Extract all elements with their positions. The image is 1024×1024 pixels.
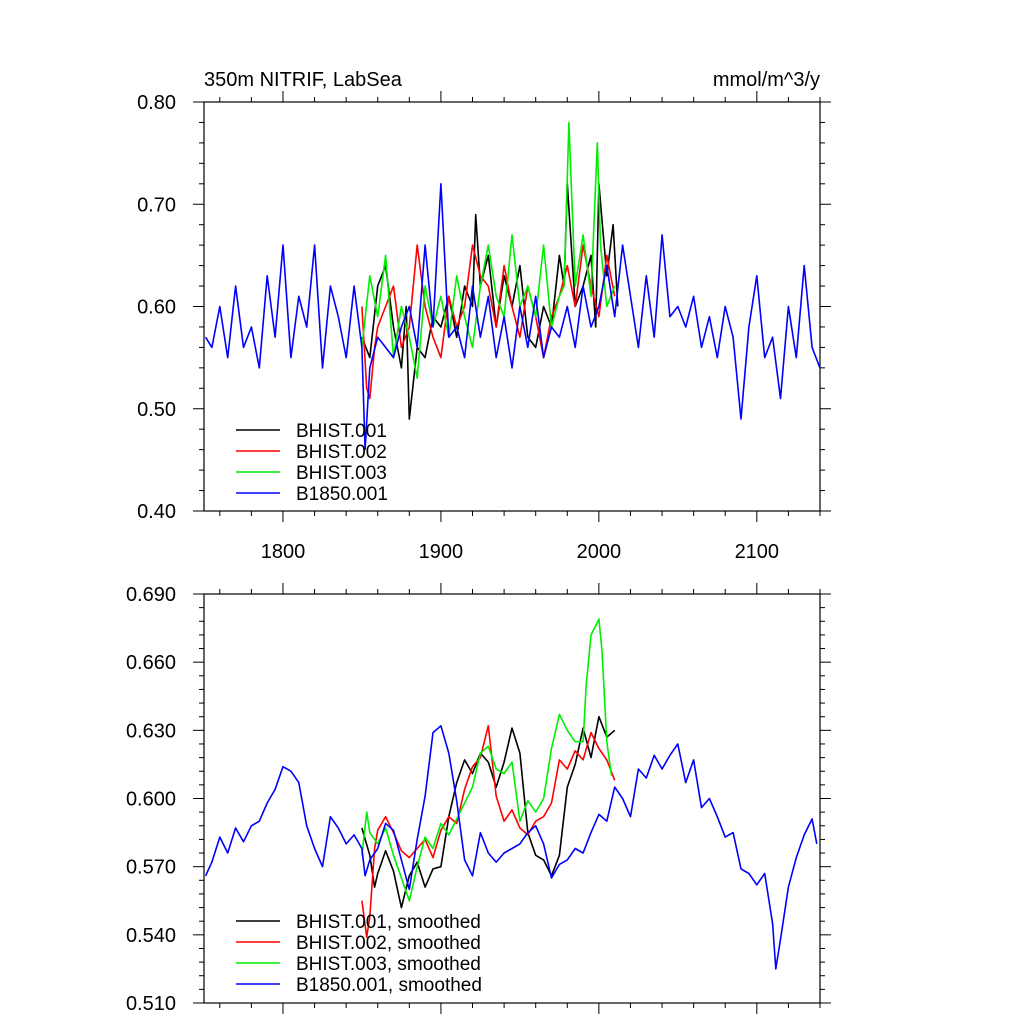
bottom-legend-label: B1850.001, smoothed	[296, 975, 482, 996]
bottom-series-b1850-001	[204, 724, 818, 970]
chart-title: 350m NITRIF, LabSea	[204, 69, 403, 91]
top-x-tick-label: 1800	[261, 541, 306, 563]
bottom-series-bhist-003	[361, 618, 613, 902]
bottom-legend-label: BHIST.003, smoothed	[296, 954, 481, 975]
top-y-tick-label: 0.80	[137, 92, 176, 114]
bottom-series-bhist-001	[361, 715, 616, 909]
top-series-bhist-001	[361, 183, 619, 420]
bottom-y-tick-label: 0.630	[126, 720, 176, 742]
top-y-tick-label: 0.40	[137, 501, 176, 523]
top-x-tick-label: 2000	[577, 541, 622, 563]
bottom-y-tick-label: 0.570	[126, 857, 176, 879]
top-legend-label: B1850.001	[296, 484, 388, 505]
top-y-tick-label: 0.50	[137, 399, 176, 421]
bottom-panel: 0.510 0.540 0.570 0.600 0.630 0.660 0.690 BHIST…	[126, 583, 831, 1015]
bottom-legend-label: BHIST.001, smoothed	[296, 912, 481, 933]
bottom-legend-label: BHIST.002, smoothed	[296, 933, 481, 954]
top-y-tick-label: 0.60	[137, 297, 176, 319]
units-label: mmol/m^3/y	[713, 69, 820, 91]
bottom-y-tick-label: 0.660	[126, 652, 176, 674]
bottom-y-tick-label: 0.600	[126, 789, 176, 811]
top-legend-label: BHIST.001	[296, 421, 387, 442]
top-legend-label: BHIST.002	[296, 442, 387, 463]
bottom-y-tick-label: 0.690	[126, 584, 176, 606]
top-series-bhist-002	[361, 244, 616, 400]
top-legend-label: BHIST.003	[296, 463, 387, 484]
bottom-y-tick-label: 0.510	[126, 993, 176, 1015]
bottom-y-tick-label: 0.540	[126, 925, 176, 947]
top-series-bhist-003	[361, 121, 616, 379]
top-x-tick-label: 1900	[419, 541, 464, 563]
top-panel: 0.40 0.50 0.60 0.70 0.80 1800 1900 2000 2100 BHIS…	[137, 91, 831, 563]
top-series-b1850-001	[204, 183, 821, 451]
top-y-tick-label: 0.70	[137, 194, 176, 216]
top-x-tick-label: 2100	[735, 541, 780, 563]
